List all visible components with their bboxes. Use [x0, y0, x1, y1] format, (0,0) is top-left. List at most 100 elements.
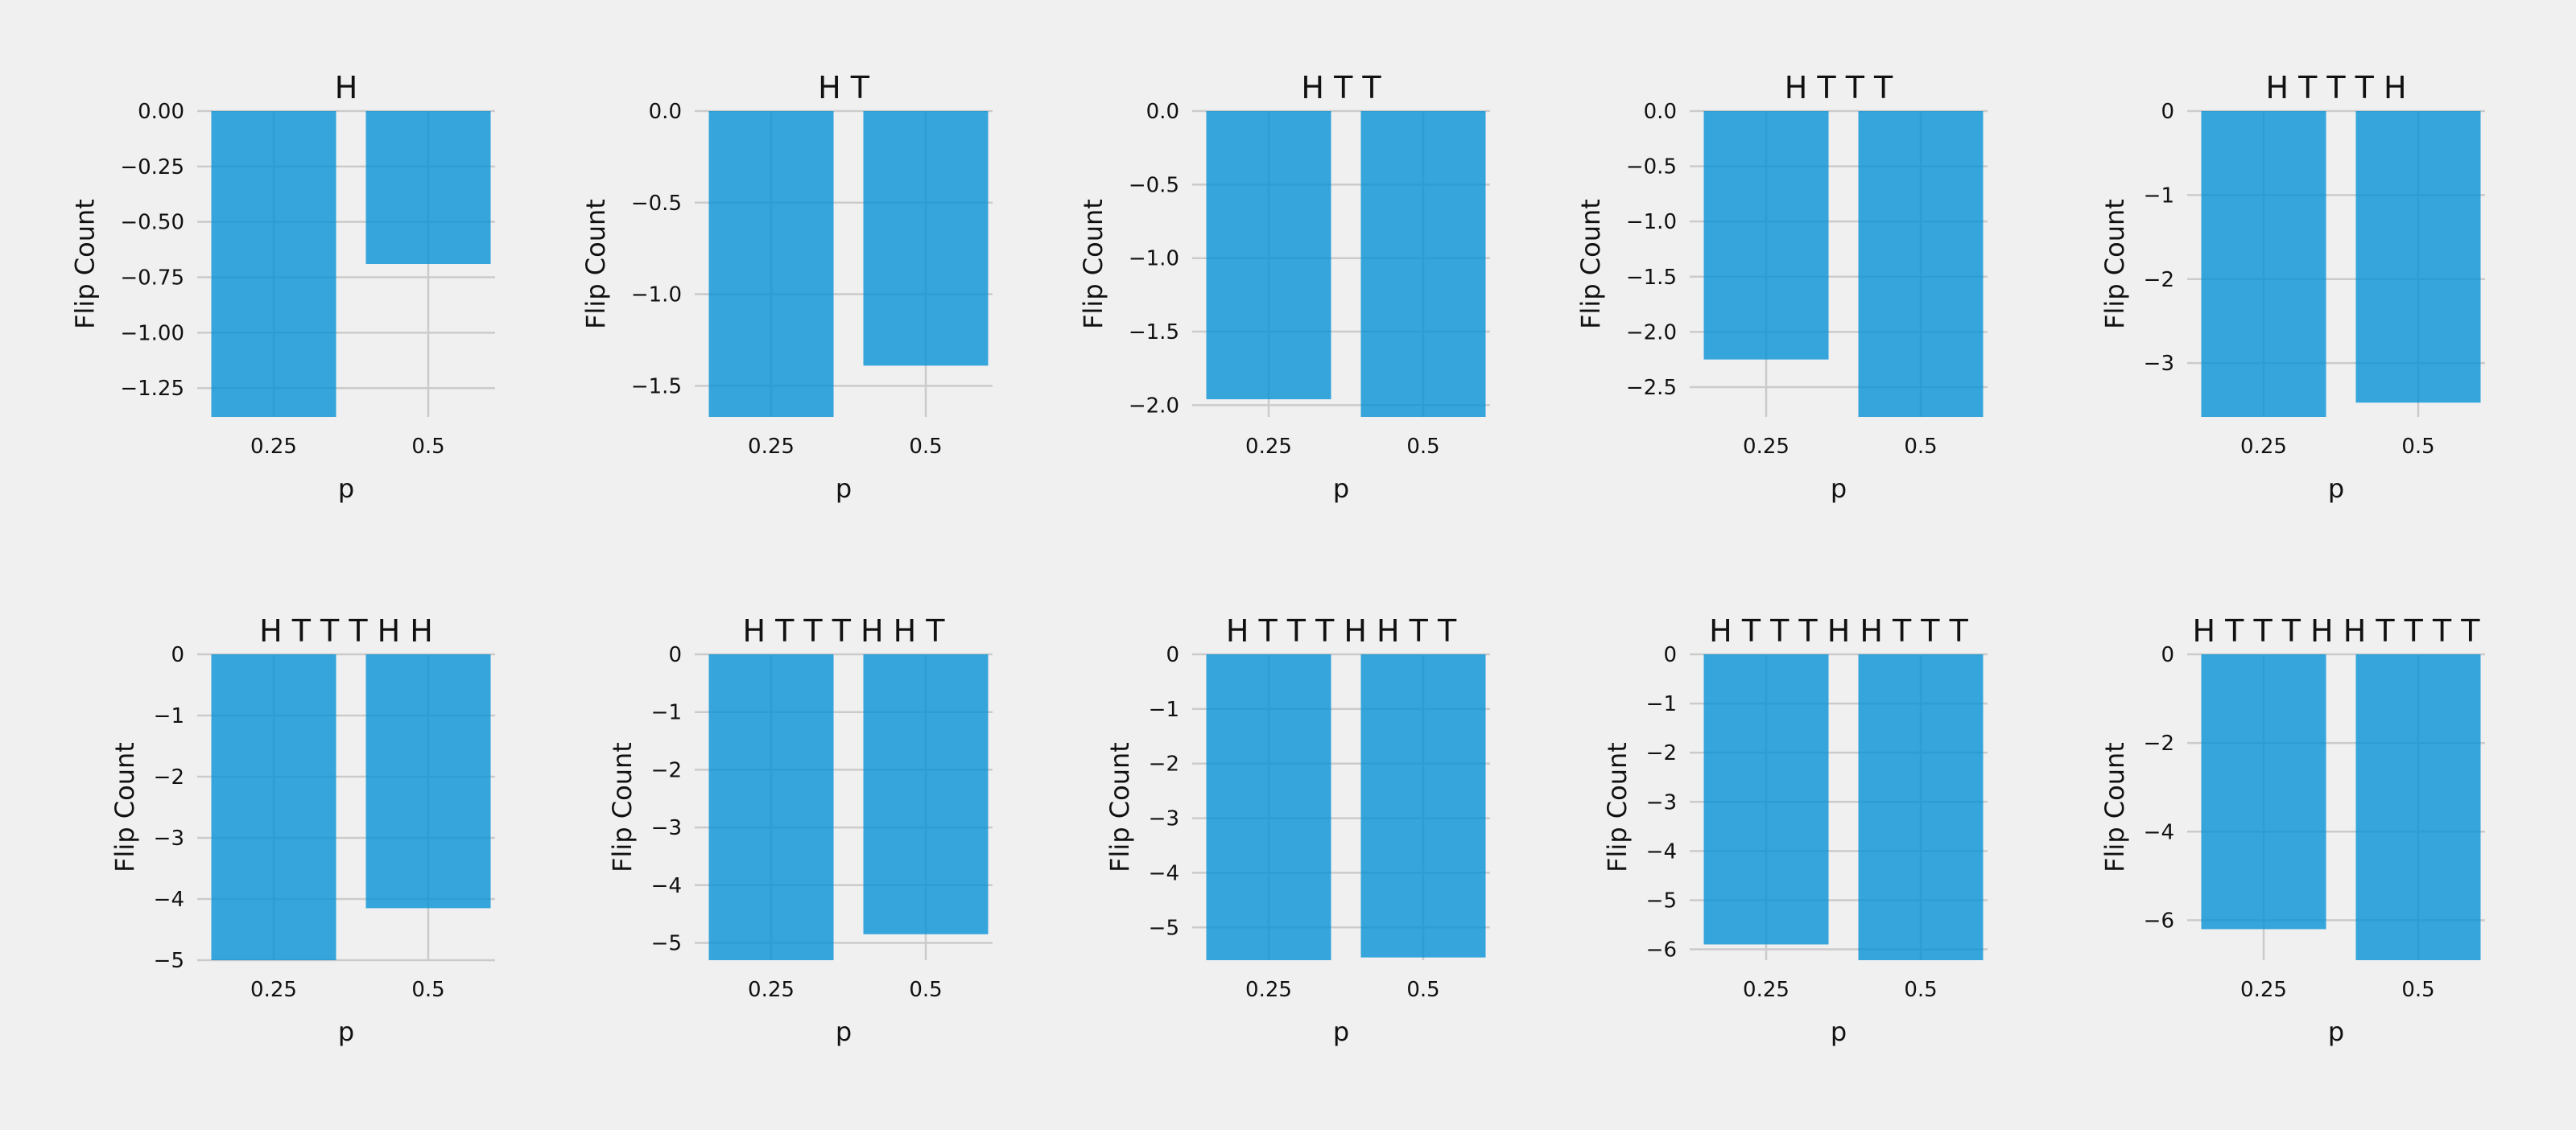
y-tick-label: −1.5 — [1626, 266, 1677, 290]
subplot-10: 0 −2 −4 −6 0.25 0.5 H T T T H H T T T T p Flip C… — [2099, 613, 2485, 1047]
bar-0.5 — [1360, 111, 1486, 417]
subplot-4: 0.0 −0.5 −1.0 −1.5 −2.0 −2.5 0.25 0.5 H T T T p Fl… — [1575, 70, 1988, 504]
x-tick-label: 0.5 — [909, 978, 942, 1002]
y-tick-label: −5 — [154, 949, 184, 973]
y-tick-label: 0.0 — [1146, 100, 1179, 124]
subplot-2: 0.0 −0.5 −1.0 −1.5 0.25 0.5 H T p Flip Count — [580, 70, 993, 504]
y-tick-label: 0.0 — [649, 100, 682, 124]
x-axis-label: p — [836, 1017, 852, 1047]
y-tick-label: −6 — [1646, 938, 1677, 963]
y-tick-label: 0 — [171, 643, 184, 667]
y-axis-label: Flip Count — [2099, 742, 2130, 872]
x-axis-label: p — [1831, 473, 1847, 504]
x-axis-label: p — [2328, 473, 2344, 504]
bar-0.5 — [863, 111, 989, 366]
y-tick-label: −0.75 — [120, 266, 184, 291]
y-tick-label: −3 — [154, 827, 184, 851]
y-tick-label: −3 — [2144, 352, 2174, 376]
bar-0.5 — [2355, 111, 2481, 403]
x-tick-label: 0.25 — [1743, 435, 1790, 459]
bar-0.5 — [2355, 654, 2481, 960]
subplot-3: 0.0 −0.5 −1.0 −1.5 −2.0 0.25 0.5 H T T p Flip Cou… — [1078, 70, 1490, 504]
y-tick-label: −1.0 — [1129, 247, 1179, 271]
y-tick-label: −1.25 — [120, 377, 184, 401]
subplot-title: H T T T H H T T — [1226, 613, 1457, 649]
y-tick-label: −1.5 — [1129, 320, 1179, 344]
subplot-title: H T T T H H — [259, 613, 433, 649]
bar-0.25 — [1703, 654, 1829, 945]
bar-0.25 — [2201, 654, 2326, 930]
y-tick-label: −0.50 — [120, 211, 184, 235]
y-tick-label: −3 — [651, 816, 682, 840]
subplot-title: H T T T H H T T T T — [2193, 613, 2481, 649]
x-tick-label: 0.25 — [1245, 978, 1292, 1002]
subplot-5: 0 −1 −2 −3 0.25 0.5 H T T T H p Flip Count — [2099, 70, 2485, 504]
y-tick-label: 0 — [2161, 100, 2174, 124]
subplot-7: 0 −1 −2 −3 −4 −5 0.25 0.5 H T T T H H T p Flip Cou… — [607, 613, 993, 1047]
y-tick-label: −1 — [651, 701, 682, 725]
x-axis-label: p — [338, 1017, 354, 1047]
x-tick-label: 0.25 — [748, 978, 795, 1002]
x-tick-label: 0.25 — [250, 978, 297, 1002]
y-tick-label: −4 — [1646, 839, 1677, 864]
bar-0.5 — [365, 654, 491, 909]
x-tick-label: 0.5 — [2401, 978, 2434, 1002]
x-axis-label: p — [1831, 1017, 1847, 1047]
y-tick-label: −6 — [2144, 909, 2174, 933]
subplot-title: H T T T H H T — [742, 613, 945, 649]
y-tick-label: −5 — [1149, 916, 1179, 940]
y-tick-label: −2 — [1149, 753, 1179, 777]
y-tick-label: −1.5 — [631, 374, 682, 398]
bar-0.5 — [1858, 654, 1984, 960]
x-axis-label: p — [2328, 1017, 2344, 1047]
y-tick-label: −4 — [154, 888, 184, 912]
y-tick-label: 0 — [1166, 643, 1179, 667]
y-axis-label: Flip Count — [1078, 199, 1108, 329]
y-tick-label: −1.00 — [120, 321, 184, 345]
y-tick-label: −3 — [1149, 807, 1179, 831]
subplot-title: H T T T — [1785, 70, 1893, 105]
y-tick-label: −2.0 — [1626, 320, 1677, 344]
y-tick-label: 0.00 — [138, 100, 184, 124]
y-axis-label: Flip Count — [1575, 199, 1606, 329]
y-tick-label: 0 — [1663, 643, 1677, 667]
y-tick-label: −0.5 — [1129, 173, 1179, 197]
y-tick-label: −1.0 — [1626, 210, 1677, 234]
subplot-title: H — [335, 70, 358, 105]
y-tick-label: −4 — [1149, 861, 1179, 885]
y-axis-label: Flip Count — [109, 742, 140, 872]
x-tick-label: 0.5 — [909, 435, 942, 459]
bar-0.5 — [1858, 111, 1984, 417]
subplot-grid: 0.00−0.25−0.50−0.75−1.00−1.250.25 0.5HpFl… — [70, 70, 2485, 1047]
y-axis-label: Flip Count — [70, 199, 101, 329]
x-tick-label: 0.25 — [1245, 435, 1292, 459]
y-tick-label: −4 — [2144, 820, 2174, 844]
subplot-title: H T T — [1301, 70, 1381, 105]
y-axis-label: Flip Count — [1104, 742, 1135, 872]
y-tick-label: −5 — [1646, 889, 1677, 913]
y-axis-label: Flip Count — [607, 742, 638, 872]
x-axis-label: p — [1333, 473, 1349, 504]
bar-0.25 — [708, 111, 834, 417]
y-tick-label: −0.5 — [1626, 155, 1677, 179]
bar-0.25 — [1206, 111, 1331, 400]
subplot-8: 0 −1 −2 −3 −4 −5 0.25 0.5 H T T T H H T T p Flip C… — [1104, 613, 1490, 1047]
bar-0.5 — [1360, 654, 1486, 958]
x-tick-label: 0.25 — [250, 435, 297, 459]
y-tick-label: −1 — [2144, 184, 2174, 208]
y-tick-label: −1 — [154, 704, 184, 728]
y-tick-label: 0.0 — [1644, 100, 1677, 124]
x-tick-label: 0.5 — [2401, 435, 2434, 459]
y-tick-label: −1 — [1646, 692, 1677, 716]
x-axis-label: p — [836, 473, 852, 504]
subplot-title: H T T T H — [2265, 70, 2406, 105]
x-tick-label: 0.5 — [1904, 978, 1937, 1002]
bar-0.5 — [365, 111, 491, 264]
y-axis-label: Flip Count — [2099, 199, 2130, 329]
subplot-title: H T T T H H T T T — [1709, 613, 1968, 649]
x-tick-label: 0.5 — [411, 978, 444, 1002]
y-tick-label: 0 — [2161, 643, 2174, 667]
x-tick-label: 0.5 — [1904, 435, 1937, 459]
bar-0.25 — [211, 654, 336, 960]
y-tick-label: −2.0 — [1129, 394, 1179, 418]
